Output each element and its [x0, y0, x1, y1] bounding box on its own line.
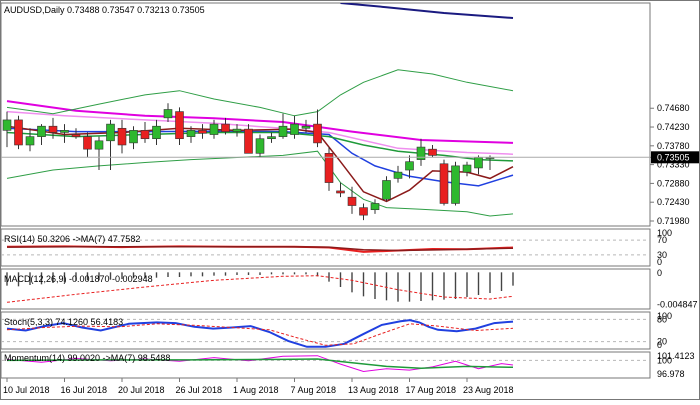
series-Momentum [6, 355, 514, 373]
series-MA [6, 246, 514, 252]
y-tick-label: 0.72430 [657, 197, 690, 207]
y-tick-label: 100 [657, 311, 672, 321]
candle-body [267, 136, 276, 140]
panel-frame-0 [0, 2, 651, 227]
indicator-header: MACD(12,26,9) -0.001870 -0.002948 [4, 274, 153, 284]
series-Signal [6, 275, 514, 303]
candle-body [244, 128, 253, 154]
candle-body [382, 180, 391, 200]
candle-body [60, 130, 69, 133]
candle-body [393, 171, 403, 179]
candle-body [405, 161, 414, 171]
price-plot [2, 3, 514, 221]
candle-body [290, 123, 299, 135]
candle-body [129, 130, 138, 144]
candle-body [37, 125, 46, 137]
indicator-header: Stoch(5,3,3) 74.1260 56.4183 [4, 317, 123, 327]
indicator-plot [1, 355, 650, 373]
candle-body [186, 130, 196, 137]
candle-body [347, 196, 357, 206]
candle-body [175, 111, 184, 140]
x-tick-label: 10 Jul 2018 [3, 385, 50, 395]
series-%D [6, 323, 514, 346]
indicator-plot [1, 318, 650, 348]
candle-body [83, 136, 92, 150]
y-tick-label: 101.4123 [657, 351, 695, 361]
candle-body [428, 148, 437, 156]
candle-body [439, 163, 449, 204]
y-tick-label: 0 [657, 268, 662, 278]
x-tick-label: 7 Aug 2018 [291, 385, 337, 395]
candle-body [232, 128, 242, 132]
x-tick-label: 17 Aug 2018 [406, 385, 457, 395]
indicator-header: RSI(14) 50.3206 ->MA(7) 47.7582 [4, 234, 140, 244]
series-MA [6, 358, 514, 370]
y-tick-label: 0.72880 [657, 178, 690, 188]
candle-body [209, 123, 219, 135]
indicator-plot [6, 272, 514, 303]
candle-body [94, 140, 104, 150]
y-tick-label: 0.73330 [657, 160, 690, 170]
candle-body [278, 125, 288, 137]
x-tick-label: 13 Aug 2018 [348, 385, 399, 395]
candle-body [152, 125, 161, 140]
candle-body [359, 207, 368, 216]
x-tick-label: 16 Jul 2018 [61, 385, 108, 395]
candle-body [117, 127, 127, 146]
y-tick-label: -0.004847 [657, 300, 698, 310]
candle-body [462, 164, 472, 173]
candle-body [324, 153, 334, 183]
candle-body [2, 119, 12, 131]
candle-body [140, 130, 150, 140]
y-tick-label: 20 [657, 337, 667, 347]
candle-body [416, 146, 426, 160]
candle-body [313, 123, 322, 144]
candle-body [301, 125, 311, 129]
candle-body [221, 123, 230, 132]
candle-body [198, 130, 207, 134]
y-tick-label: 80 [657, 314, 667, 324]
candle-body [336, 190, 345, 194]
y-tick-label: 100 [657, 228, 672, 238]
y-tick-label: 0.71980 [657, 216, 690, 226]
series-%K [6, 319, 514, 348]
x-tick-label: 1 Aug 2018 [233, 385, 279, 395]
series-navy_ma [340, 3, 514, 19]
candle-body [451, 165, 460, 204]
series-bb_upper [6, 69, 514, 117]
candle-body [370, 203, 380, 211]
y-tick-label: 0.73780 [657, 141, 690, 151]
x-tick-label: 26 Jul 2018 [176, 385, 223, 395]
candle-body [163, 109, 173, 119]
series-bb_lower [6, 150, 514, 217]
indicator-plot [1, 239, 650, 256]
last-price-box [651, 151, 699, 164]
candle-body [14, 119, 23, 146]
candle-body [106, 123, 115, 142]
candle-body [255, 138, 265, 154]
y-tick-label: 0.74230 [657, 122, 690, 132]
y-tick-label: 0 [657, 340, 662, 350]
y-tick-label: 0.74680 [657, 103, 690, 113]
candle-body [25, 136, 35, 146]
chart-header: AUDUSD,Daily 0.73488 0.73547 0.73213 0.7… [4, 5, 205, 15]
y-tick-label: 30 [657, 250, 667, 260]
y-tick-label: 96.978 [657, 369, 685, 379]
candle-body [48, 125, 58, 133]
indicator-header: Momentum(14) 99.0020 ->MA(7) 98.5488 [4, 353, 170, 363]
candle-body [474, 157, 483, 169]
last-price-label: 0.73505 [657, 152, 690, 162]
x-tick-label: 20 Jul 2018 [118, 385, 165, 395]
y-tick-label: 70 [657, 235, 667, 245]
x-tick-label: 23 Aug 2018 [463, 385, 514, 395]
y-tick-label: 0 [657, 257, 662, 267]
y-tick-label: 100 [657, 355, 672, 365]
candle-body [71, 134, 81, 137]
series-magenta_ma [6, 100, 514, 144]
